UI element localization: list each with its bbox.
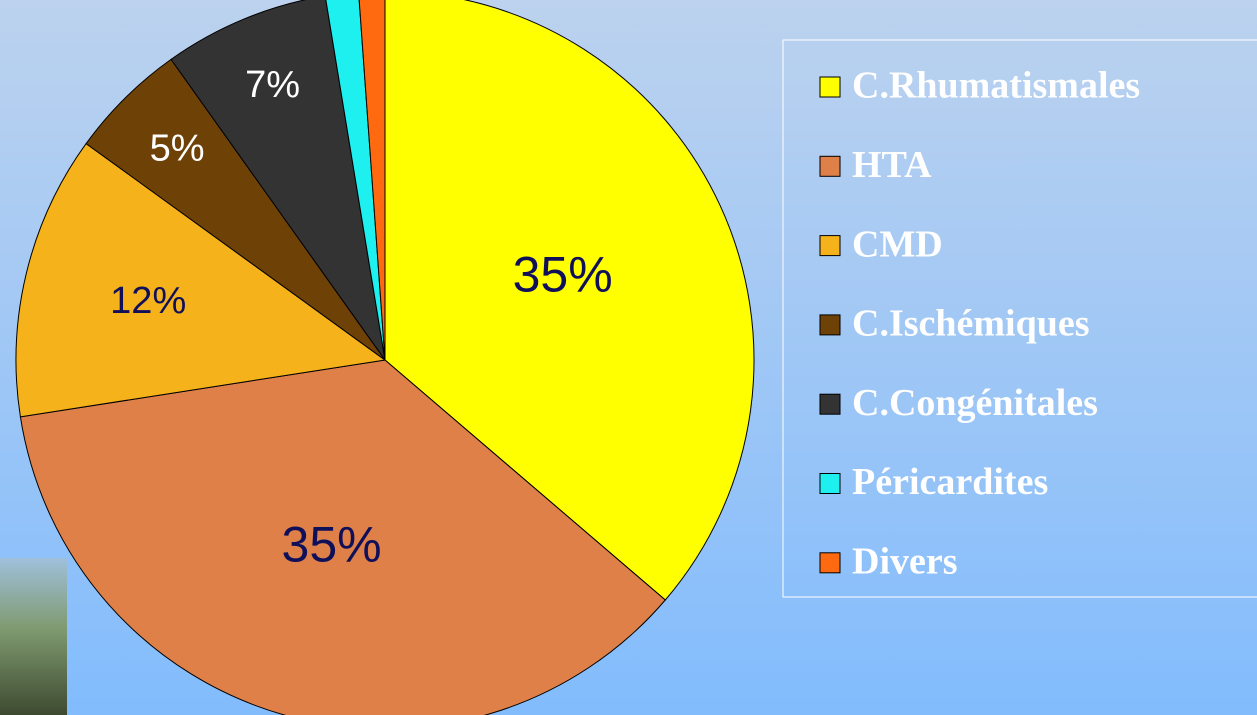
legend-label: Divers <box>852 541 958 583</box>
pie-slice <box>384 0 755 601</box>
legend-label: Péricardites <box>852 461 1048 503</box>
photo-fragment <box>0 558 67 715</box>
legend-label: CMD <box>852 223 943 265</box>
legend-swatch <box>819 393 841 415</box>
pie-slice <box>358 0 386 361</box>
legend-label: C.Rhumatismales <box>852 65 1140 107</box>
legend-swatch <box>819 314 841 336</box>
pie: 35% 35% 12% 5% 7% <box>15 0 755 715</box>
data-label: 35% <box>513 246 613 302</box>
legend-swatch <box>819 552 841 574</box>
pie-slice <box>325 0 386 361</box>
data-label: 12% <box>110 280 186 322</box>
legend: C.Rhumatismales HTA CMD C.Ischémiques C.Cong… <box>819 65 1140 583</box>
legend-box <box>782 39 1257 598</box>
legend-label: HTA <box>852 144 932 186</box>
pie-slice <box>15 142 387 418</box>
pie-slice <box>170 0 386 361</box>
data-label: 7% <box>245 64 300 106</box>
data-label: 5% <box>150 127 205 169</box>
legend-swatch <box>819 76 841 98</box>
legend-swatch <box>819 473 841 494</box>
legend-swatch <box>819 155 841 177</box>
data-label: 35% <box>282 516 382 572</box>
legend-label: C.Congénitales <box>852 382 1098 424</box>
legend-swatch <box>819 235 841 257</box>
legend-label: C.Ischémiques <box>852 303 1090 345</box>
